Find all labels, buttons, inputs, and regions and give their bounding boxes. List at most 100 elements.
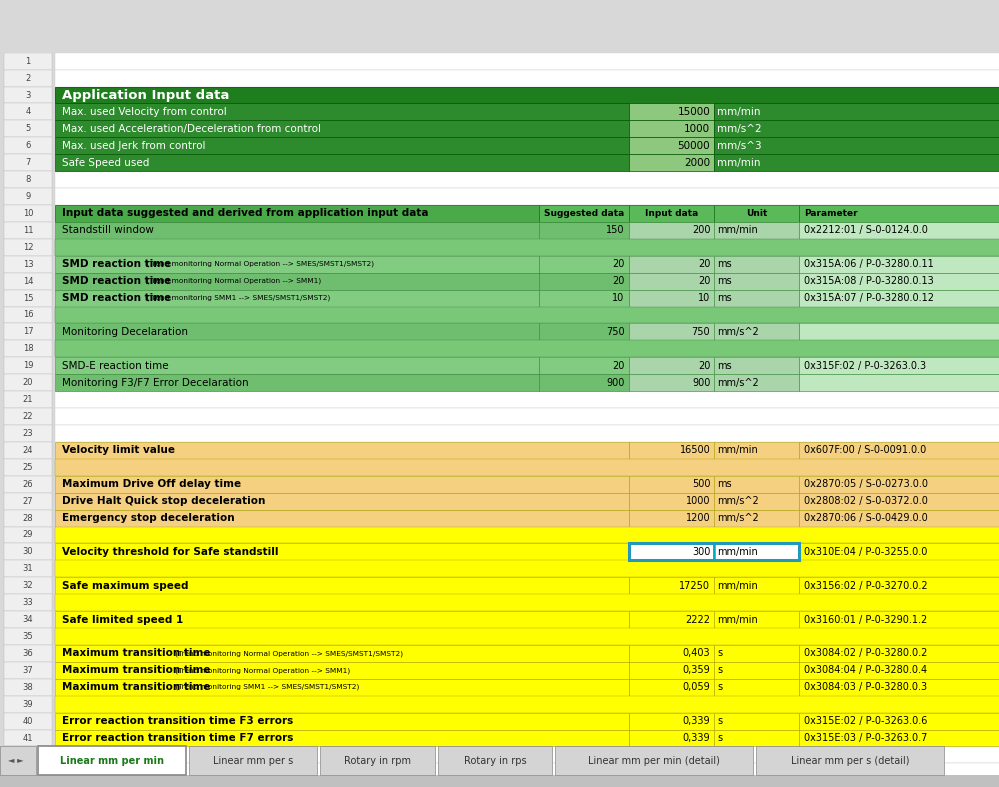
Bar <box>55 323 539 340</box>
Bar <box>629 137 714 154</box>
Text: 0x2212:01 / S-0-0124.0.0: 0x2212:01 / S-0-0124.0.0 <box>804 225 928 235</box>
Bar <box>799 543 999 560</box>
Text: 300: 300 <box>692 547 710 557</box>
Text: SMD-E reaction time: SMD-E reaction time <box>62 360 169 371</box>
Text: 20: 20 <box>23 379 33 387</box>
Bar <box>55 171 999 188</box>
Text: 42: 42 <box>23 751 33 759</box>
Text: Application Input data: Application Input data <box>62 88 230 102</box>
Bar <box>55 374 539 391</box>
Text: Drive Halt Quick stop deceleration: Drive Halt Quick stop deceleration <box>62 496 266 506</box>
Bar <box>799 730 999 746</box>
Text: Safe limited speed 1: Safe limited speed 1 <box>62 615 183 625</box>
Bar <box>629 154 714 171</box>
Text: s: s <box>717 716 722 726</box>
Text: 0x3156:02 / P-0-3270.0.2: 0x3156:02 / P-0-3270.0.2 <box>804 581 928 591</box>
Bar <box>55 103 629 120</box>
Text: 35: 35 <box>23 632 33 641</box>
Bar <box>629 509 714 527</box>
Bar <box>55 87 999 103</box>
Bar <box>38 746 186 775</box>
Bar <box>55 459 999 475</box>
Text: Maximum Drive Off delay time: Maximum Drive Off delay time <box>62 479 241 490</box>
Text: 1000: 1000 <box>684 124 710 134</box>
Text: SMD reaction time: SMD reaction time <box>62 276 171 286</box>
Bar <box>55 205 539 222</box>
Bar <box>55 256 539 272</box>
Bar <box>799 475 999 493</box>
Text: 0x2870:05 / S-0-0273.0.0: 0x2870:05 / S-0-0273.0.0 <box>804 479 928 490</box>
Text: 33: 33 <box>23 598 33 607</box>
Text: 2000: 2000 <box>684 157 710 168</box>
Bar <box>629 120 714 137</box>
Bar <box>55 408 999 425</box>
Text: s: s <box>717 648 722 659</box>
Bar <box>629 645 714 662</box>
Text: mm/s^2: mm/s^2 <box>717 378 759 388</box>
Text: 19: 19 <box>23 361 33 370</box>
Text: 28: 28 <box>23 514 33 523</box>
Text: 39: 39 <box>23 700 33 708</box>
Bar <box>629 611 714 628</box>
Text: mm/s^2: mm/s^2 <box>717 496 759 506</box>
Text: (Trend monitoring Normal Operation --> SMM1): (Trend monitoring Normal Operation --> S… <box>144 278 322 284</box>
Text: s: s <box>717 665 722 675</box>
Bar <box>4 712 52 730</box>
Bar <box>629 256 714 272</box>
Text: 500: 500 <box>691 479 710 490</box>
Bar <box>55 594 999 611</box>
Bar <box>4 696 52 712</box>
Text: mm/min: mm/min <box>717 581 758 591</box>
Text: 2: 2 <box>25 74 31 83</box>
Text: mm/min: mm/min <box>717 615 758 625</box>
Text: 34: 34 <box>23 615 33 624</box>
Text: mm/s^2: mm/s^2 <box>717 124 762 134</box>
Text: Linear mm per min (detail): Linear mm per min (detail) <box>588 756 720 766</box>
Text: ◄ ►: ◄ ► <box>8 756 24 765</box>
Bar <box>714 678 799 696</box>
Text: 200: 200 <box>691 225 710 235</box>
Bar <box>4 357 52 374</box>
Text: 14: 14 <box>23 277 33 286</box>
Bar <box>799 357 999 374</box>
Bar <box>4 611 52 628</box>
Text: mm/min: mm/min <box>717 107 761 117</box>
Bar <box>4 746 52 763</box>
Bar <box>714 645 799 662</box>
Text: ms: ms <box>717 276 732 286</box>
Bar <box>4 205 52 222</box>
Text: Rotary in rpm: Rotary in rpm <box>344 756 411 766</box>
Bar <box>0 775 999 787</box>
Bar <box>629 272 714 290</box>
Text: 10: 10 <box>23 209 33 218</box>
Bar <box>4 730 52 746</box>
Text: ms: ms <box>717 360 732 371</box>
Bar <box>539 222 629 238</box>
Bar <box>4 374 52 391</box>
Text: 0,403: 0,403 <box>682 648 710 659</box>
Text: (Trend monitoring Normal Operation --> SMES/SMST1/SMST2): (Trend monitoring Normal Operation --> S… <box>174 650 404 656</box>
Bar <box>4 323 52 340</box>
Bar <box>4 238 52 256</box>
Bar <box>555 746 753 775</box>
Bar <box>629 442 714 459</box>
Bar <box>0 0 999 53</box>
Bar <box>539 323 629 340</box>
Bar <box>55 527 999 543</box>
Text: (Trend monitoring SMM1 --> SMES/SMST1/SMST2): (Trend monitoring SMM1 --> SMES/SMST1/SM… <box>174 684 360 690</box>
Bar <box>756 746 944 775</box>
Text: 1000: 1000 <box>685 496 710 506</box>
Bar <box>799 256 999 272</box>
Text: Maximum transition time: Maximum transition time <box>62 682 211 693</box>
Bar <box>629 543 799 560</box>
Bar <box>799 374 999 391</box>
Text: 17250: 17250 <box>679 581 710 591</box>
Bar <box>714 103 999 120</box>
Bar <box>4 137 52 154</box>
Bar <box>799 205 999 222</box>
Text: 0,339: 0,339 <box>682 733 710 743</box>
Bar <box>629 475 714 493</box>
Bar <box>4 493 52 509</box>
Bar <box>320 746 435 775</box>
Bar <box>55 69 999 87</box>
